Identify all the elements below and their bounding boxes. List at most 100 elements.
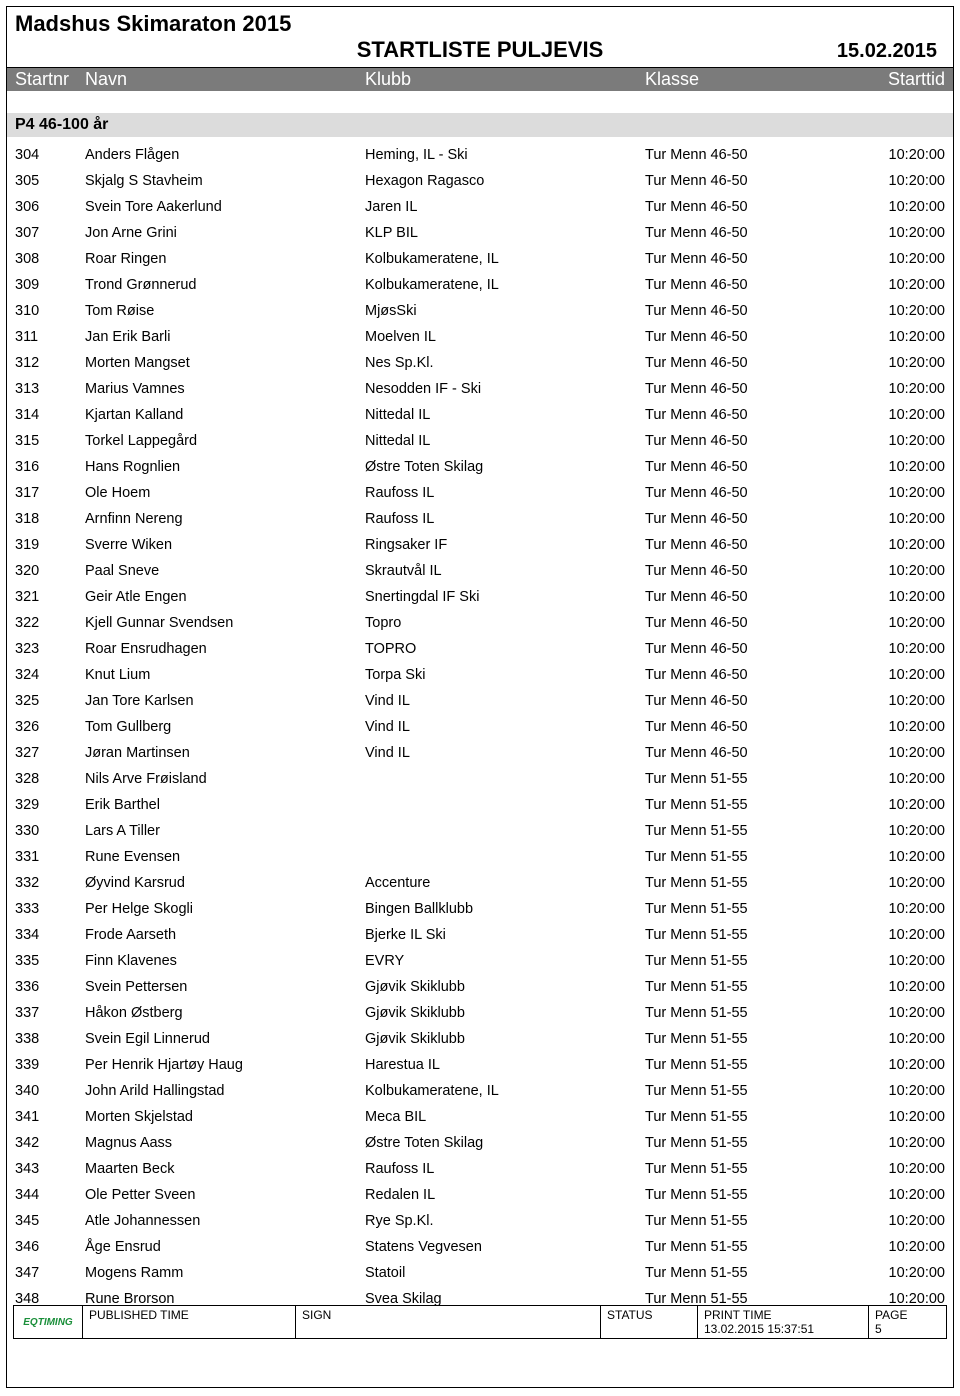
event-title: Madshus Skimaraton 2015 bbox=[15, 11, 945, 37]
cell-klasse: Tur Menn 51-55 bbox=[645, 1083, 845, 1099]
col-header-klasse: Klasse bbox=[645, 69, 845, 90]
footer-sign-label: SIGN bbox=[302, 1308, 594, 1322]
cell-starttid: 10:20:00 bbox=[845, 1109, 945, 1125]
cell-starttid: 10:20:00 bbox=[845, 277, 945, 293]
col-header-startnr: Startnr bbox=[15, 69, 85, 90]
cell-navn: Kjartan Kalland bbox=[85, 407, 365, 423]
cell-starttid: 10:20:00 bbox=[845, 901, 945, 917]
cell-starttid: 10:20:00 bbox=[845, 1161, 945, 1177]
cell-navn: Knut Lium bbox=[85, 667, 365, 683]
cell-klasse: Tur Menn 51-55 bbox=[645, 1265, 845, 1281]
cell-klubb: Nittedal IL bbox=[365, 407, 645, 423]
cell-klubb: Raufoss IL bbox=[365, 511, 645, 527]
cell-starttid: 10:20:00 bbox=[845, 797, 945, 813]
table-row: 331Rune EvensenTur Menn 51-5510:20:00 bbox=[15, 839, 945, 865]
event-date: 15.02.2015 bbox=[787, 40, 937, 63]
cell-starttid: 10:20:00 bbox=[845, 719, 945, 735]
table-row: 321Geir Atle EngenSnertingdal IF SkiTur … bbox=[15, 579, 945, 605]
cell-klasse: Tur Menn 46-50 bbox=[645, 615, 845, 631]
cell-startnr: 341 bbox=[15, 1109, 85, 1125]
cell-starttid: 10:20:00 bbox=[845, 667, 945, 683]
cell-klubb: Nes Sp.Kl. bbox=[365, 355, 645, 371]
cell-klasse: Tur Menn 51-55 bbox=[645, 1135, 845, 1151]
cell-starttid: 10:20:00 bbox=[845, 693, 945, 709]
cell-startnr: 305 bbox=[15, 173, 85, 189]
table-row: 343Maarten BeckRaufoss ILTur Menn 51-551… bbox=[15, 1151, 945, 1177]
cell-klasse: Tur Menn 46-50 bbox=[645, 433, 845, 449]
table-row: 328Nils Arve FrøislandTur Menn 51-5510:2… bbox=[15, 761, 945, 787]
sub-header: STARTLISTE PULJEVIS 15.02.2015 bbox=[15, 37, 945, 65]
footer-print-value: 13.02.2015 15:37:51 bbox=[704, 1322, 862, 1336]
cell-startnr: 316 bbox=[15, 459, 85, 475]
cell-klubb bbox=[365, 849, 645, 865]
cell-klubb: Raufoss IL bbox=[365, 1161, 645, 1177]
cell-navn: Kjell Gunnar Svendsen bbox=[85, 615, 365, 631]
cell-navn: Åge Ensrud bbox=[85, 1239, 365, 1255]
footer-logo: EQTIMING bbox=[14, 1306, 83, 1338]
cell-startnr: 307 bbox=[15, 225, 85, 241]
cell-klubb: Bjerke IL Ski bbox=[365, 927, 645, 943]
cell-klubb bbox=[365, 771, 645, 787]
cell-navn: Jan Tore Karlsen bbox=[85, 693, 365, 709]
cell-klubb: Vind IL bbox=[365, 719, 645, 735]
table-row: 326Tom GullbergVind ILTur Menn 46-5010:2… bbox=[15, 709, 945, 735]
cell-klasse: Tur Menn 46-50 bbox=[645, 407, 845, 423]
cell-navn: Arnfinn Nereng bbox=[85, 511, 365, 527]
cell-klubb: EVRY bbox=[365, 953, 645, 969]
table-row: 313Marius VamnesNesodden IF - SkiTur Men… bbox=[15, 371, 945, 397]
cell-klubb: Kolbukameratene, IL bbox=[365, 251, 645, 267]
cell-klubb: Topro bbox=[365, 615, 645, 631]
cell-starttid: 10:20:00 bbox=[845, 407, 945, 423]
table-row: 320Paal SneveSkrautvål ILTur Menn 46-501… bbox=[15, 553, 945, 579]
cell-navn: Erik Barthel bbox=[85, 797, 365, 813]
cell-navn: Roar Ringen bbox=[85, 251, 365, 267]
table-row: 325Jan Tore KarlsenVind ILTur Menn 46-50… bbox=[15, 683, 945, 709]
table-row: 342Magnus AassØstre Toten SkilagTur Menn… bbox=[15, 1125, 945, 1151]
cell-klubb: Ringsaker IF bbox=[365, 537, 645, 553]
cell-starttid: 10:20:00 bbox=[845, 1057, 945, 1073]
cell-startnr: 332 bbox=[15, 875, 85, 891]
cell-navn: Svein Egil Linnerud bbox=[85, 1031, 365, 1047]
cell-startnr: 324 bbox=[15, 667, 85, 683]
cell-navn: Morten Mangset bbox=[85, 355, 365, 371]
cell-startnr: 323 bbox=[15, 641, 85, 657]
cell-starttid: 10:20:00 bbox=[845, 875, 945, 891]
cell-klasse: Tur Menn 51-55 bbox=[645, 1109, 845, 1125]
table-row: 308Roar RingenKolbukameratene, ILTur Men… bbox=[15, 241, 945, 267]
cell-navn: Nils Arve Frøisland bbox=[85, 771, 365, 787]
cell-starttid: 10:20:00 bbox=[845, 771, 945, 787]
table-row: 311Jan Erik BarliMoelven ILTur Menn 46-5… bbox=[15, 319, 945, 345]
table-row: 315Torkel LappegårdNittedal ILTur Menn 4… bbox=[15, 423, 945, 449]
table-row: 322Kjell Gunnar SvendsenToproTur Menn 46… bbox=[15, 605, 945, 631]
cell-starttid: 10:20:00 bbox=[845, 147, 945, 163]
cell-klubb: KLP BIL bbox=[365, 225, 645, 241]
table-row: 337Håkon ØstbergGjøvik SkiklubbTur Menn … bbox=[15, 995, 945, 1021]
cell-klubb: Meca BIL bbox=[365, 1109, 645, 1125]
footer-page-label: PAGE bbox=[875, 1308, 940, 1322]
cell-klasse: Tur Menn 46-50 bbox=[645, 381, 845, 397]
cell-navn: Per Helge Skogli bbox=[85, 901, 365, 917]
table-row: 305Skjalg S StavheimHexagon RagascoTur M… bbox=[15, 163, 945, 189]
table-row: 316Hans RognlienØstre Toten SkilagTur Me… bbox=[15, 449, 945, 475]
footer-published-label: PUBLISHED TIME bbox=[89, 1308, 289, 1322]
table-row: 329Erik BarthelTur Menn 51-5510:20:00 bbox=[15, 787, 945, 813]
cell-klubb bbox=[365, 797, 645, 813]
cell-klubb: Rye Sp.Kl. bbox=[365, 1213, 645, 1229]
table-row: 304Anders FlågenHeming, IL - SkiTur Menn… bbox=[15, 137, 945, 163]
cell-startnr: 333 bbox=[15, 901, 85, 917]
table-row: 327Jøran MartinsenVind ILTur Menn 46-501… bbox=[15, 735, 945, 761]
cell-klubb: Redalen IL bbox=[365, 1187, 645, 1203]
cell-klasse: Tur Menn 51-55 bbox=[645, 927, 845, 943]
cell-klasse: Tur Menn 46-50 bbox=[645, 459, 845, 475]
cell-startnr: 314 bbox=[15, 407, 85, 423]
cell-starttid: 10:20:00 bbox=[845, 1187, 945, 1203]
cell-klubb: Vind IL bbox=[365, 693, 645, 709]
rows-container: 304Anders FlågenHeming, IL - SkiTur Menn… bbox=[7, 137, 953, 1307]
cell-klubb: Accenture bbox=[365, 875, 645, 891]
footer-sign: SIGN bbox=[296, 1306, 601, 1338]
cell-starttid: 10:20:00 bbox=[845, 745, 945, 761]
cell-klasse: Tur Menn 46-50 bbox=[645, 485, 845, 501]
table-row: 346Åge EnsrudStatens VegvesenTur Menn 51… bbox=[15, 1229, 945, 1255]
cell-klasse: Tur Menn 46-50 bbox=[645, 667, 845, 683]
cell-klasse: Tur Menn 46-50 bbox=[645, 277, 845, 293]
